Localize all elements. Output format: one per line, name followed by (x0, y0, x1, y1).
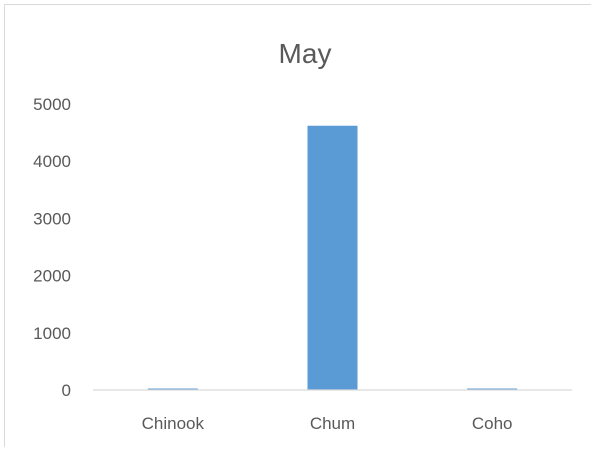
y-tick-label: 1000 (33, 324, 71, 343)
chart-area (4, 4, 591, 447)
bar-coho (467, 388, 518, 390)
bar-chinook (147, 388, 198, 390)
bar-series (147, 125, 518, 391)
y-tick-label: 4000 (33, 152, 71, 171)
y-axis: 0 1000 2000 3000 4000 5000 (33, 95, 71, 400)
x-tick-label: Chinook (142, 414, 205, 433)
y-tick-label: 2000 (33, 267, 71, 286)
y-tick-label: 0 (62, 381, 71, 400)
bar-chum (307, 125, 358, 391)
x-axis: Chinook Chum Coho (142, 414, 513, 433)
x-tick-label: Chum (310, 414, 355, 433)
y-tick-label: 5000 (33, 95, 71, 114)
y-tick-label: 3000 (33, 209, 71, 228)
chart-title: May (279, 38, 332, 69)
x-tick-label: Coho (472, 414, 513, 433)
